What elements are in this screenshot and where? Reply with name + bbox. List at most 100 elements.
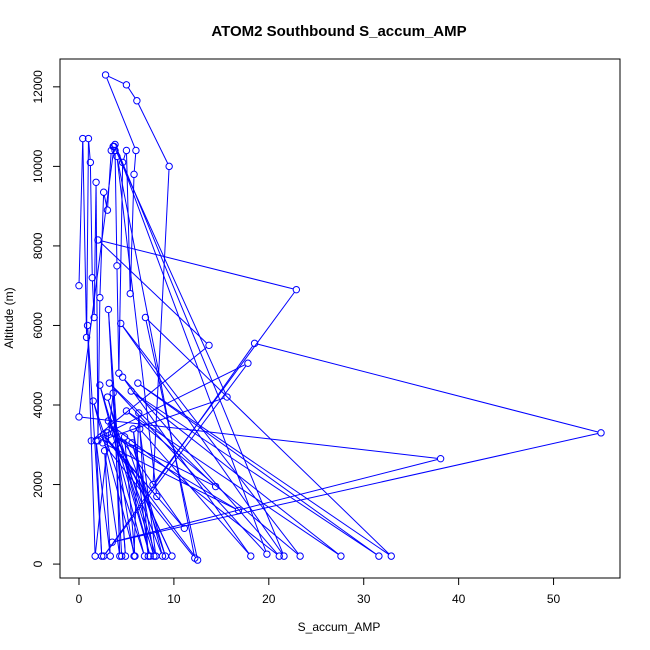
data-point — [117, 552, 126, 560]
series-segment — [137, 103, 169, 164]
y-tick-label-0: 0 — [31, 560, 45, 567]
series-segment — [104, 453, 120, 554]
series-segment — [100, 388, 150, 554]
data-point — [250, 339, 259, 348]
data-point — [263, 550, 271, 558]
data-point — [234, 506, 243, 515]
data-point — [87, 437, 96, 445]
data-point — [165, 162, 173, 171]
data-point — [223, 393, 231, 401]
data-point — [153, 492, 161, 501]
series-segment — [95, 443, 111, 554]
data-point — [135, 409, 143, 417]
series-segment — [145, 320, 198, 558]
data-point — [111, 140, 119, 149]
data-point — [75, 281, 83, 290]
data-point — [375, 552, 383, 560]
data-point — [113, 262, 121, 270]
data-point — [180, 524, 189, 532]
series-segment — [257, 343, 599, 433]
data-point — [103, 206, 112, 214]
data-point — [99, 439, 107, 447]
x-tick-label-3: 30 — [357, 592, 371, 606]
data-point — [140, 552, 149, 560]
data-point — [105, 379, 114, 387]
data-point — [130, 170, 138, 179]
series-segment — [140, 384, 377, 555]
series-segment — [133, 416, 140, 553]
series-segment — [104, 453, 111, 553]
data-point — [96, 293, 104, 302]
data-point — [292, 285, 301, 294]
series-segment — [89, 165, 93, 275]
data-point — [122, 407, 131, 415]
series-segment — [133, 153, 137, 172]
series-segment — [147, 319, 390, 555]
series-segment — [100, 388, 145, 554]
data-point — [101, 71, 110, 79]
data-point — [130, 552, 138, 560]
data-point — [83, 321, 92, 330]
series-segment — [91, 280, 95, 315]
series-segment — [115, 458, 438, 542]
series-segment — [123, 153, 126, 160]
data-point — [126, 289, 134, 298]
y-tick-label-3: 6000 — [31, 312, 45, 339]
x-tick-label-1: 10 — [167, 592, 181, 606]
data-point — [118, 158, 127, 167]
data-point — [150, 552, 158, 560]
x-tick-label-4: 40 — [452, 592, 466, 606]
series-segment — [127, 87, 136, 99]
data-point — [112, 441, 120, 449]
series-segment — [116, 268, 120, 370]
series-segment — [109, 423, 183, 526]
series-segment — [140, 384, 389, 555]
series-segment — [100, 240, 294, 290]
data-point — [296, 552, 304, 560]
data-point — [387, 552, 395, 560]
data-point — [337, 552, 345, 560]
y-tick-label-4: 8000 — [31, 232, 45, 259]
data-point — [91, 552, 99, 560]
series-segment — [82, 141, 88, 335]
data-point — [103, 429, 112, 437]
data-point — [82, 333, 91, 342]
y-tick-label-2: 4000 — [31, 391, 45, 418]
series-segment — [93, 346, 207, 440]
series-segment — [108, 397, 225, 439]
data-point — [122, 81, 131, 89]
series-segment — [125, 439, 165, 554]
data-point — [161, 552, 170, 560]
data-point — [100, 447, 109, 455]
data-point — [107, 421, 115, 429]
series-segment — [115, 433, 599, 542]
chart-title: ATOM2 Southbound S_accum_AMP — [211, 23, 466, 40]
data-point — [597, 429, 605, 437]
series-segment — [106, 77, 136, 148]
series-segment — [108, 75, 124, 84]
data-series — [75, 71, 605, 564]
series-segment — [87, 328, 96, 553]
x-axis-label: S_accum_AMP — [298, 620, 381, 634]
y-tick-label-5: 10000 — [31, 149, 45, 183]
series-segment — [124, 379, 250, 554]
data-point — [92, 178, 100, 186]
y-tick-label-6: 12000 — [31, 70, 45, 104]
series-segment — [78, 141, 84, 283]
data-point — [79, 134, 87, 143]
data-point — [99, 188, 108, 196]
series-segment — [132, 431, 149, 554]
series-segment — [124, 459, 154, 554]
data-point — [280, 552, 288, 560]
data-point — [90, 313, 98, 322]
series-segment — [132, 445, 165, 554]
data-point — [121, 552, 130, 560]
series-segment — [115, 147, 284, 554]
data-point — [134, 379, 142, 387]
data-point — [75, 413, 83, 421]
series-segment — [132, 445, 163, 554]
data-point — [275, 552, 283, 560]
data-point — [109, 389, 117, 397]
data-point — [86, 158, 95, 167]
